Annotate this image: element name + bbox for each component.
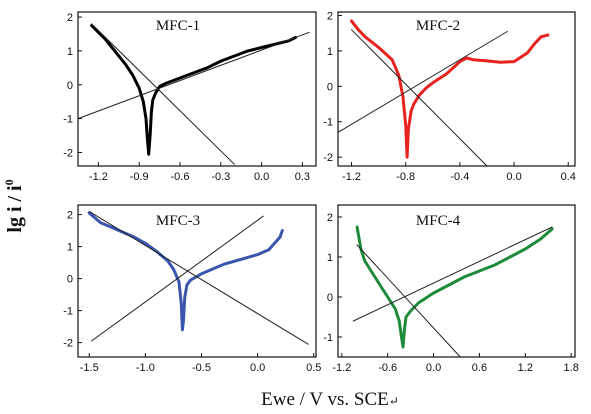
tafel-fit-line-2-4 bbox=[356, 244, 461, 358]
x-tick-label: 0.4 bbox=[561, 171, 576, 183]
y-tick-label: -1 bbox=[323, 117, 333, 129]
x-tick-label: 0.0 bbox=[254, 171, 269, 183]
y-tick-label: 0 bbox=[67, 80, 73, 92]
panel-title: MFC-3 bbox=[156, 213, 200, 229]
tafel-fit-line-2-1 bbox=[91, 23, 235, 165]
y-axis-label: lg i / i0 bbox=[2, 179, 26, 232]
y-tick-label: -2 bbox=[323, 152, 333, 164]
x-tick-label: -0.5 bbox=[192, 362, 211, 374]
y-tick-label: 1 bbox=[327, 252, 333, 264]
x-tick-label: 0.3 bbox=[295, 171, 310, 183]
panel-2: -1.2 -0.8 -0.4 0.0 0.4 -2 -1 0 1 2 MFC-2 bbox=[323, 11, 576, 183]
x-tick-label: -0.9 bbox=[130, 171, 149, 183]
panel-title: MFC-2 bbox=[416, 18, 460, 34]
x-tick-label: 1.8 bbox=[564, 362, 579, 374]
panel-4: -1.2 -0.6 0.0 0.6 1.2 1.8 -1 0 1 2 MFC-4 bbox=[323, 204, 579, 374]
y-tick-label: 0 bbox=[67, 274, 73, 286]
y-tick-label: 2 bbox=[67, 210, 73, 222]
x-tick-label: 0.0 bbox=[250, 362, 265, 374]
y-axis-label-superscript: 0 bbox=[2, 179, 16, 185]
x-axis-label-main: Ewe / V vs. SCE bbox=[261, 389, 389, 410]
panel-title: MFC-4 bbox=[416, 213, 461, 229]
x-tick-label: -1.2 bbox=[342, 171, 361, 183]
tafel-fit-line-1-4 bbox=[352, 226, 553, 322]
x-tick-label: -0.8 bbox=[396, 171, 415, 183]
polarization-curve-2 bbox=[350, 19, 550, 159]
y-tick-label: -2 bbox=[63, 338, 73, 350]
y-tick-label: -1 bbox=[63, 306, 73, 318]
plot-frame bbox=[337, 11, 576, 167]
plot-frame bbox=[77, 11, 317, 167]
y-tick-label: 0 bbox=[327, 81, 333, 93]
polarization-curve-4 bbox=[355, 225, 554, 349]
y-tick-label: 0 bbox=[327, 292, 333, 304]
x-tick-label: 1.2 bbox=[518, 362, 533, 374]
x-axis-label: Ewe / V vs. SCE↵ bbox=[261, 389, 399, 410]
y-tick-label: 2 bbox=[67, 12, 73, 24]
plot-frame bbox=[337, 204, 576, 358]
panel-title: MFC-1 bbox=[156, 18, 200, 34]
x-tick-label: -1.0 bbox=[136, 362, 155, 374]
x-tick-label: -0.6 bbox=[171, 171, 190, 183]
tafel-fit-line-2-2 bbox=[351, 29, 488, 167]
x-tick-label: -1.2 bbox=[332, 362, 351, 374]
y-tick-label: -1 bbox=[63, 114, 73, 126]
polarization-curve-1 bbox=[90, 24, 298, 156]
x-tick-label: -0.6 bbox=[378, 362, 397, 374]
y-tick-label: 1 bbox=[67, 46, 73, 58]
y-axis-label-main: lg i / i bbox=[4, 185, 26, 233]
x-axis-label-suffix: ↵ bbox=[389, 394, 399, 408]
tafel-fit-line-1-3 bbox=[91, 215, 264, 342]
y-tick-label: 2 bbox=[327, 11, 333, 23]
tafel-fit-line-1-2 bbox=[337, 31, 508, 133]
plot-frame bbox=[77, 204, 317, 358]
panel-3: -1.5 -1.0 -0.5 0.0 0.5 -2 -1 0 1 2 MFC-3 bbox=[63, 204, 321, 374]
x-tick-label: 0.6 bbox=[472, 362, 487, 374]
x-tick-label: -0.4 bbox=[450, 171, 469, 183]
x-tick-label: 0.0 bbox=[506, 171, 521, 183]
x-tick-label: -0.3 bbox=[211, 171, 230, 183]
y-tick-label: 1 bbox=[327, 46, 333, 58]
x-tick-label: -1.5 bbox=[80, 362, 99, 374]
x-tick-label: 0.5 bbox=[306, 362, 321, 374]
tafel-fit-line-1-1 bbox=[77, 31, 310, 120]
tafel-fit-line-2-3 bbox=[88, 210, 309, 345]
y-tick-label: 2 bbox=[327, 212, 333, 224]
y-tick-label: -1 bbox=[323, 332, 333, 344]
panel-1: -1.2 -0.9 -0.6 -0.3 0.0 0.3 -2 -1 0 1 2 MFC-1 bbox=[63, 11, 317, 183]
x-tick-label: 0.0 bbox=[426, 362, 441, 374]
y-tick-label: -2 bbox=[63, 147, 73, 159]
x-tick-label: -1.2 bbox=[89, 171, 108, 183]
polarization-curve-3 bbox=[87, 211, 284, 332]
y-tick-label: 1 bbox=[67, 242, 73, 254]
